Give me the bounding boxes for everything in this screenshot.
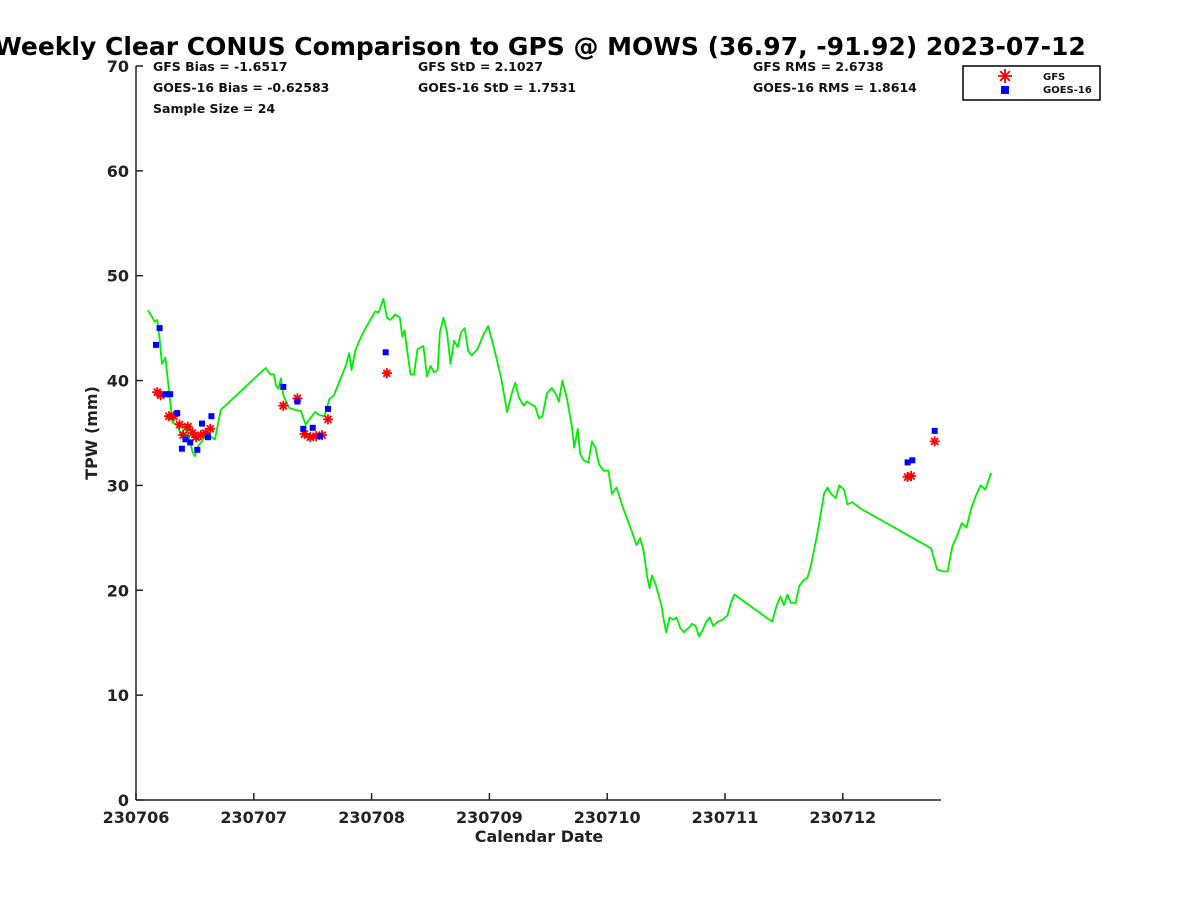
y-tick-label: 10 [107,686,129,705]
gps-tpw-line [147,297,993,638]
gfs-point [200,428,211,438]
goes16-point [904,459,911,466]
goes16-point [199,420,205,427]
stat-gfs-rms: GFS RMS = 2.6738 [753,59,884,74]
gfs-point [187,428,198,438]
gfs-point [155,390,166,401]
legend-gfs-star-stroke [998,69,1012,83]
chart-title: Weekly Clear CONUS Comparison to GPS @ M… [0,32,1086,61]
goes16-point [931,427,938,434]
legend-gfs-star-icon [998,69,1012,83]
x-tick-label: 230712 [809,808,876,827]
goes16-point [309,424,316,431]
goes16-point [382,349,389,356]
goes16-point [178,445,185,452]
goes16-point [174,410,181,417]
goes16-point [325,405,331,412]
legend-box [962,65,1101,101]
goes16-point [316,433,323,440]
series-line-layer [147,297,993,638]
goes16-point [153,341,159,348]
x-tick-label: 230711 [692,808,759,827]
goes16-point [294,398,301,405]
x-tick-label: 230709 [456,808,523,827]
gfs-point [323,414,333,425]
gfs-point [178,430,189,441]
gfs-point [174,419,185,430]
y-tick-label: 0 [118,791,129,810]
goes16-point [300,425,307,432]
goes16-point [280,383,287,390]
y-tick-label: 60 [107,162,129,181]
legend-goes-square-icon [1001,86,1009,94]
y-axis-label: TPW (mm) [82,386,101,480]
stat-goes-rms: GOES-16 RMS = 1.8614 [753,80,917,95]
stat-sample-size: Sample Size = 24 [153,101,275,116]
axes: 0 10 20 30 40 50 60 70 230706 230707 230708 230709 2… [103,57,941,827]
gfs-point [191,432,202,443]
gfs-point [311,431,322,442]
goes16-point [204,434,211,441]
stat-gfs-bias: GFS Bias = -1.6517 [153,59,287,74]
gfs-point [182,421,193,432]
legend-label-gfs: GFS [1043,72,1065,83]
gfs-point [292,393,303,404]
x-axis-label: Calendar Date [475,827,604,846]
goes16-point [909,457,916,464]
gfs-point [381,368,392,379]
stat-goes-std: GOES-16 StD = 1.7531 [418,80,576,95]
legend-label-goes: GOES-16 [1043,85,1092,96]
gfs-point [906,471,917,481]
goes16-point [208,413,215,420]
goes16-point [187,439,194,446]
x-tick-label: 230707 [220,808,287,827]
stat-gfs-std: GFS StD = 2.1027 [418,59,543,74]
gfs-point [168,411,179,422]
gfs-point [929,436,940,447]
gfs-point [902,472,913,482]
legend: GFS GOES-16 [962,65,1101,101]
gfs-point [305,432,316,443]
series-marker-layer [152,325,940,482]
y-tick-label: 50 [107,267,129,286]
goes16-point [156,325,163,332]
gfs-point [205,423,216,434]
goes16-point [162,391,169,398]
x-tick-label: 230708 [338,808,405,827]
y-tick-label: 40 [107,372,129,391]
goes16-point [182,436,189,443]
gfs-point [299,429,310,439]
x-tick-label: 230710 [574,808,641,827]
goes16-point [167,391,174,398]
y-tick-label: 70 [107,57,129,76]
y-tick-label: 20 [107,581,129,600]
y-tick-label: 30 [107,476,129,495]
gfs-point [278,400,289,411]
gfs-point [195,430,206,441]
goes16-point [194,446,201,453]
stat-goes-bias: GOES-16 Bias = -0.62583 [153,80,329,95]
stats-panel: GFS Bias = -1.6517 GFS StD = 2.1027 GFS … [153,59,917,116]
x-tick-label: 230706 [103,808,170,827]
